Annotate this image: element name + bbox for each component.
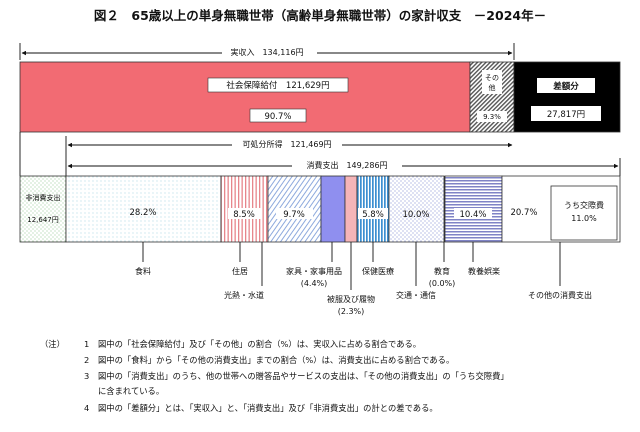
segment-non-consumption [19,175,67,243]
non-consumption-value: 12,647円 [27,216,59,224]
segment-education [444,176,445,242]
label-food: 食料 [135,266,151,276]
note-3-text: 図中の「消費支出」のうち、他の世帯への贈答品やサービスの支出は、「その他の消費支… [98,371,509,381]
non-consumption-label: 非消費支出 [26,193,61,202]
chart-title: 図２ 65歳以上の単身無職世帯（高齢単身無職世帯）の家計収支 －2024年－ [94,8,546,23]
note-4-num: 4 [84,403,89,413]
income-bracket: 実収入 134,116円 [19,43,515,60]
label-clothing: 被服及び履物 [327,294,375,304]
clothing-pct: (2.3%) [338,307,365,316]
segment-social-expenses [550,185,618,241]
income-bar: 社会保障給付 121,629円 90.7% その 他 9.3% 差額分 27,8… [19,61,621,133]
note-2-num: 2 [84,355,89,365]
segment-transport [388,175,445,243]
label-health: 保健医療 [362,266,394,276]
other-consumption-pct: 20.7% [510,208,537,218]
note-3-cont: に含まれている。 [98,386,164,396]
label-utilities: 光熱・水道 [224,290,264,300]
label-furniture: 家具・家事用品 [286,266,342,276]
note-4-text: 図中の「差額分」とは、「実収入」と、「消費支出」及び「非消費支出」の計との差であ… [98,403,438,413]
health-pct: 5.8% [362,210,384,220]
income-label: 実収入 134,116円 [230,47,303,57]
notes: （注） 1 図中の「社会保障給付」及び「その他」の割合（%）は、実収入に占める割… [40,339,509,413]
segment-deficit [513,61,621,133]
education-pct: (0.0%) [429,279,456,288]
label-recreation: 教養娯楽 [468,266,500,276]
notes-head: （注） [40,339,65,349]
segment-furniture [320,175,346,243]
label-transport: 交通・通信 [396,290,436,300]
transport-pct: 10.0% [402,210,429,220]
other-income-label-1: その [485,74,499,82]
label-housing: 住居 [232,266,248,276]
label-education: 教育 [434,266,450,276]
food-pct: 28.2% [129,208,156,218]
social-security-pct: 90.7% [264,112,291,122]
social-security-label: 社会保障給付 121,629円 [226,80,329,91]
note-3-num: 3 [84,371,89,381]
consumption-bar: 非消費支出 12,647円 28.2% 8.5% 9.7% 5.8% 10.0%… [19,175,621,243]
segment-social-security [19,61,471,133]
disposable-income-label: 可処分所得 121,469円 [242,139,331,149]
segment-clothing [344,175,358,243]
note-1-num: 1 [84,339,89,349]
furniture-pct: (4.4%) [301,279,328,288]
consumption-bracket: 消費支出 149,286円 [67,158,621,176]
utilities-pct: 9.7% [283,210,305,220]
deficit-value: 27,817円 [547,110,585,120]
note-1-text: 図中の「社会保障給付」及び「その他」の割合（%）は、実収入に占める割合である。 [98,339,421,349]
consumption-label: 消費支出 149,286円 [306,160,387,170]
other-income-pct: 9.3% [483,113,501,121]
label-other-consumption: その他の消費支出 [528,290,592,300]
note-2-text: 図中の「食料」から「その他の消費支出」までの割合（%）は、消費支出に占める割合で… [98,355,454,365]
housing-pct: 8.5% [233,210,255,220]
social-expenses-pct: 11.0% [571,214,597,223]
social-expenses-label: うち交際費 [564,200,604,210]
other-income-label-2: 他 [489,83,496,92]
category-labels: 食料 住居 光熱・水道 家具・家事用品 (4.4%) 被服及び履物 (2.3%)… [135,242,592,316]
disposable-income-bracket: 可処分所得 121,469円 [19,132,513,176]
deficit-label: 差額分 [552,81,579,92]
segment-food [65,175,222,243]
recreation-pct: 10.4% [459,210,486,220]
